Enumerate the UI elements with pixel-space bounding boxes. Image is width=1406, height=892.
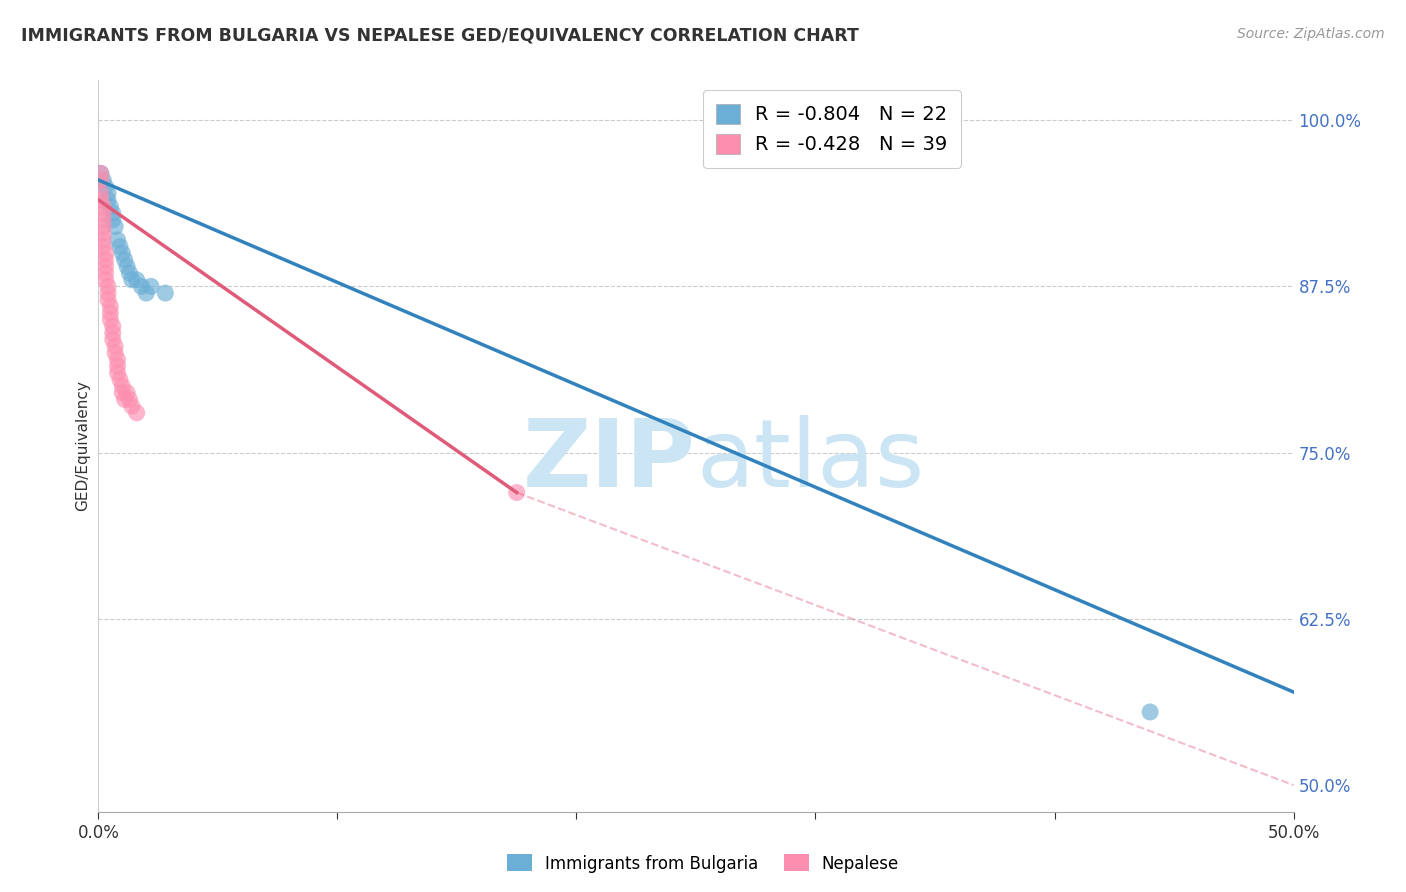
Point [91, 219, 114, 234]
Point [111, 385, 134, 400]
Point [91, 173, 114, 187]
Point [107, 366, 129, 380]
Point [121, 399, 143, 413]
Point [107, 233, 129, 247]
Point [104, 219, 127, 234]
Point [97, 186, 120, 201]
Point [94, 246, 117, 260]
Point [114, 392, 136, 407]
Point [94, 273, 117, 287]
Point [101, 206, 124, 220]
Point [115, 260, 138, 274]
Point [139, 279, 162, 293]
Point [97, 293, 120, 307]
Point [91, 233, 114, 247]
Point [114, 252, 136, 267]
Point [90, 166, 112, 180]
Point [115, 385, 138, 400]
Point [111, 379, 134, 393]
Legend: Immigrants from Bulgaria, Nepalese: Immigrants from Bulgaria, Nepalese [501, 847, 905, 880]
Point [98, 312, 122, 326]
Text: Source: ZipAtlas.com: Source: ZipAtlas.com [1237, 27, 1385, 41]
Point [91, 200, 114, 214]
Point [104, 346, 127, 360]
Text: ZIP: ZIP [523, 415, 696, 507]
Point [98, 306, 122, 320]
Text: atlas: atlas [696, 415, 924, 507]
Point [101, 213, 124, 227]
Point [108, 372, 131, 386]
Point [91, 206, 114, 220]
Point [90, 186, 112, 201]
Point [131, 279, 153, 293]
Point [90, 173, 112, 187]
Point [91, 226, 114, 240]
Point [107, 352, 129, 367]
Point [506, 485, 529, 500]
Point [94, 252, 117, 267]
Point [94, 179, 117, 194]
Point [118, 266, 141, 280]
Point [97, 279, 120, 293]
Y-axis label: GED/Equivalency: GED/Equivalency [75, 381, 90, 511]
Point [97, 286, 120, 301]
Point [135, 286, 157, 301]
Point [155, 286, 177, 301]
Point [90, 193, 112, 207]
Point [98, 200, 122, 214]
Point [94, 266, 117, 280]
Point [91, 213, 114, 227]
Point [91, 239, 114, 253]
Point [107, 359, 129, 374]
Point [97, 193, 120, 207]
Legend: R = -0.804   N = 22, R = -0.428   N = 39: R = -0.804 N = 22, R = -0.428 N = 39 [703, 90, 962, 168]
Point [98, 299, 122, 313]
Point [101, 326, 124, 340]
Point [101, 333, 124, 347]
Point [90, 166, 112, 180]
Point [1139, 705, 1161, 719]
Point [104, 339, 127, 353]
Point [101, 319, 124, 334]
Point [125, 406, 148, 420]
Point [111, 246, 134, 260]
Point [125, 273, 148, 287]
Point [94, 260, 117, 274]
Point [118, 392, 141, 407]
Point [121, 273, 143, 287]
Text: IMMIGRANTS FROM BULGARIA VS NEPALESE GED/EQUIVALENCY CORRELATION CHART: IMMIGRANTS FROM BULGARIA VS NEPALESE GED… [21, 27, 859, 45]
Point [108, 239, 131, 253]
